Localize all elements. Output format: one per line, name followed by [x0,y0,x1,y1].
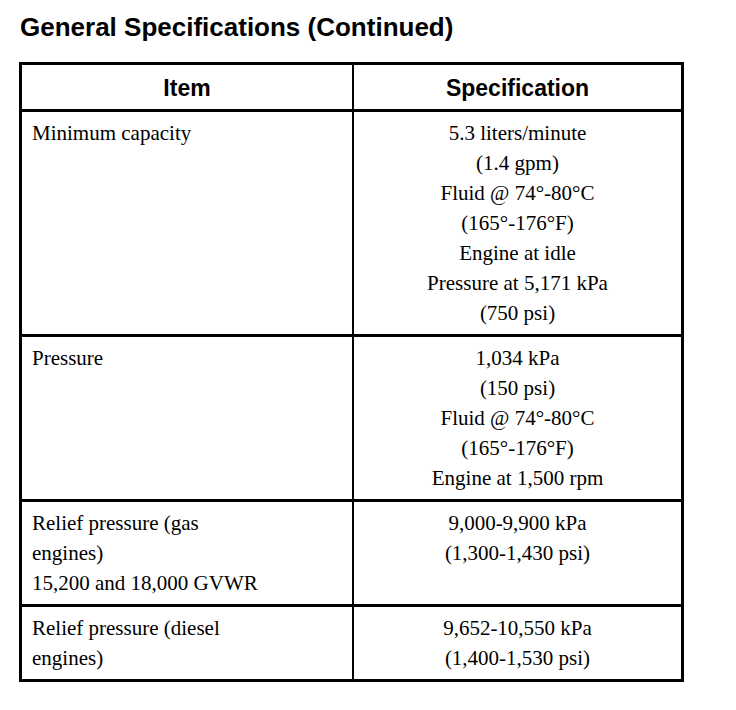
table-row-minimum-capacity: Minimum capacity 5.3 liters/minute (1.4 … [22,109,681,334]
item-line: Pressure [32,343,342,373]
table-header-row: Item Specification [22,65,681,109]
item-line: 15,200 and 18,000 GVWR [32,568,342,598]
specification-cell: 5.3 liters/minute (1.4 gpm) Fluid @ 74°-… [354,112,681,334]
item-line: engines) [32,643,342,673]
spec-line: Engine at idle [364,238,671,268]
item-line: Relief pressure (gas [32,508,342,538]
spec-line: Pressure at 5,171 kPa [364,268,671,298]
spec-line: Fluid @ 74°-80°C [364,178,671,208]
general-specifications-table: Item Specification Minimum capacity 5.3 … [19,62,684,682]
table-row-pressure: Pressure 1,034 kPa (150 psi) Fluid @ 74°… [22,334,681,499]
item-cell: Relief pressure (gas engines) 15,200 and… [22,502,354,604]
spec-line: 1,034 kPa [364,343,671,373]
item-line: Minimum capacity [32,118,342,148]
spec-line: (1,400-1,530 psi) [364,643,671,673]
spec-line: 9,000-9,900 kPa [364,508,671,538]
spec-line: (1.4 gpm) [364,148,671,178]
spec-line: 9,652-10,550 kPa [364,613,671,643]
spec-line: Engine at 1,500 rpm [364,463,671,493]
specification-cell: 1,034 kPa (150 psi) Fluid @ 74°-80°C (16… [354,337,681,499]
column-header-specification: Specification [354,65,681,109]
spec-line: 5.3 liters/minute [364,118,671,148]
item-cell: Minimum capacity [22,112,354,334]
table-row-relief-pressure-diesel: Relief pressure (diesel engines) 9,652-1… [22,604,681,679]
page-title: General Specifications (Continued) [20,12,453,43]
table-row-relief-pressure-gas: Relief pressure (gas engines) 15,200 and… [22,499,681,604]
column-header-item: Item [22,65,354,109]
spec-line: (165°-176°F) [364,208,671,238]
spec-line: (1,300-1,430 psi) [364,538,671,568]
item-cell: Relief pressure (diesel engines) [22,607,354,679]
specification-cell: 9,000-9,900 kPa (1,300-1,430 psi) [354,502,681,604]
spec-line: (750 psi) [364,298,671,328]
spec-line: (150 psi) [364,373,671,403]
specification-cell: 9,652-10,550 kPa (1,400-1,530 psi) [354,607,681,679]
spec-line: (165°-176°F) [364,433,671,463]
item-cell: Pressure [22,337,354,499]
item-line: Relief pressure (diesel [32,613,342,643]
spec-line: Fluid @ 74°-80°C [364,403,671,433]
item-line: engines) [32,538,342,568]
